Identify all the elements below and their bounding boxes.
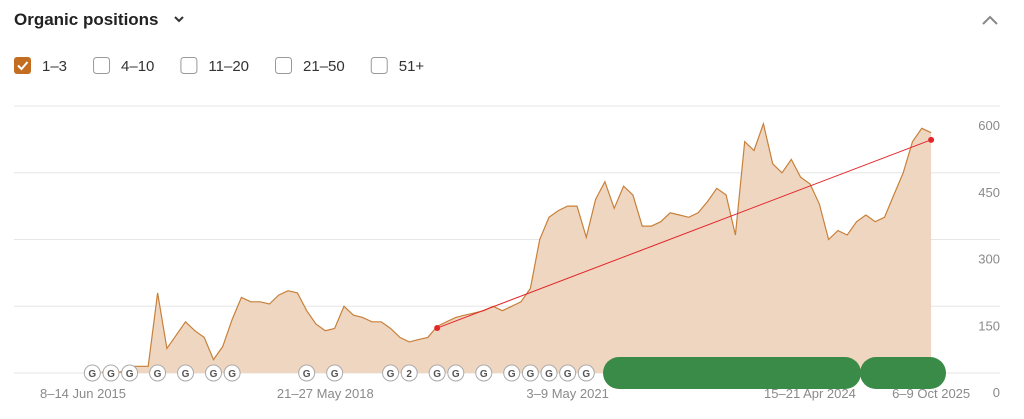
marker-label: G <box>508 369 516 380</box>
x-tick-label: 15–21 Apr 2024 <box>764 386 856 401</box>
marker-circle[interactable] <box>577 364 595 382</box>
redaction-bar <box>860 357 946 389</box>
y-tick-label: 150 <box>978 318 1000 333</box>
marker-circle[interactable] <box>102 364 120 382</box>
event-marker[interactable]: G <box>447 364 465 382</box>
event-marker[interactable]: G <box>559 364 577 382</box>
marker-label: G <box>387 369 395 380</box>
filter-group: 1–3 4–10 11–20 21–50 51+ <box>14 57 424 75</box>
line <box>101 121 932 373</box>
marker-circle[interactable] <box>83 364 101 382</box>
event-marker[interactable]: G <box>475 364 493 382</box>
x-tick-label: 6–9 Oct 2025 <box>892 386 970 401</box>
widget-title[interactable]: Organic positions <box>14 10 159 29</box>
checkmark <box>17 61 29 71</box>
event-marker[interactable]: G <box>223 364 241 382</box>
x-tick-label: 3–9 May 2021 <box>526 386 608 401</box>
marker-circle[interactable] <box>204 364 222 382</box>
filter-label: 1–3 <box>42 58 67 75</box>
filter-checkbox[interactable]: 11–20 <box>180 57 249 76</box>
checkbox[interactable] <box>14 57 31 74</box>
marker-circle[interactable] <box>298 364 316 382</box>
filter-checkbox[interactable]: 1–3 <box>14 57 67 75</box>
marker-label: 2 <box>406 369 412 380</box>
y-tick-label: 300 <box>978 252 1000 267</box>
marker-label: G <box>433 369 441 380</box>
marker-circle[interactable] <box>326 364 344 382</box>
event-marker[interactable]: G <box>577 364 595 382</box>
marker-label: G <box>88 369 96 380</box>
marker-circle[interactable] <box>121 364 139 382</box>
marker-label: G <box>564 369 572 380</box>
marker-label: G <box>210 369 218 380</box>
event-marker[interactable]: G <box>102 364 120 382</box>
event-marker[interactable]: G <box>326 364 344 382</box>
filter-label: 11–20 <box>208 58 249 75</box>
trend-point <box>928 136 935 143</box>
checkbox[interactable] <box>275 57 293 74</box>
event-marker[interactable]: G <box>83 364 101 382</box>
event-marker[interactable]: G <box>428 364 446 382</box>
filter-label: 51+ <box>399 58 425 75</box>
marker-circle[interactable] <box>428 364 446 382</box>
marker-circle[interactable] <box>559 364 577 382</box>
marker-circle[interactable] <box>447 364 465 382</box>
event-marker[interactable]: G <box>382 364 400 382</box>
y-tick-label: 0 <box>993 385 1000 400</box>
dropdown-icon[interactable] <box>174 16 184 23</box>
y-tick-label: 600 <box>978 118 1000 133</box>
marker-circle[interactable] <box>475 364 493 382</box>
marker-circle[interactable] <box>503 364 521 382</box>
event-marker[interactable]: 2 <box>400 364 418 382</box>
area <box>101 123 932 373</box>
marker-circle[interactable] <box>149 364 167 382</box>
marker-label: G <box>182 369 190 380</box>
x-tick-label: 21–27 May 2018 <box>277 386 374 401</box>
event-marker[interactable]: G <box>121 364 139 382</box>
marker-circle[interactable] <box>223 364 241 382</box>
event-marker[interactable]: G <box>521 364 539 382</box>
y-tick-label: 450 <box>978 185 1000 200</box>
marker-label: G <box>526 369 534 380</box>
event-marker[interactable]: G <box>540 364 558 382</box>
marker-label: G <box>303 369 311 380</box>
event-marker[interactable]: G <box>503 364 521 382</box>
redaction-bar <box>603 357 861 389</box>
trend-point <box>434 325 441 332</box>
marker-circle[interactable] <box>400 364 418 382</box>
redaction <box>603 357 946 389</box>
marker-circle[interactable] <box>521 364 539 382</box>
checkbox[interactable] <box>180 57 198 74</box>
checkbox[interactable] <box>93 57 111 74</box>
filter-label: 21–50 <box>303 58 345 75</box>
marker-circle[interactable] <box>382 364 400 382</box>
collapse-icon[interactable] <box>982 15 998 25</box>
x-tick-label: 8–14 Jun 2015 <box>40 386 126 401</box>
filter-checkbox[interactable]: 21–50 <box>275 57 345 76</box>
filter-checkbox[interactable]: 4–10 <box>93 57 155 76</box>
event-marker[interactable]: G <box>298 364 316 382</box>
trend-line <box>436 139 932 329</box>
marker-label: G <box>582 369 590 380</box>
event-marker[interactable]: G <box>204 364 222 382</box>
marker-label: G <box>228 369 236 380</box>
marker-label: G <box>154 369 162 380</box>
marker-label: G <box>331 369 339 380</box>
marker-label: G <box>452 369 460 380</box>
filter-checkbox[interactable]: 51+ <box>370 57 425 76</box>
marker-label: G <box>480 369 488 380</box>
event-marker[interactable]: G <box>177 364 195 382</box>
event-marker[interactable]: G <box>149 364 167 382</box>
checkbox[interactable] <box>370 57 388 74</box>
marker-label: G <box>126 369 134 380</box>
marker-label: G <box>107 369 115 380</box>
marker-circle[interactable] <box>177 364 195 382</box>
marker-label: G <box>545 369 553 380</box>
filter-label: 4–10 <box>121 58 154 75</box>
marker-circle[interactable] <box>540 364 558 382</box>
